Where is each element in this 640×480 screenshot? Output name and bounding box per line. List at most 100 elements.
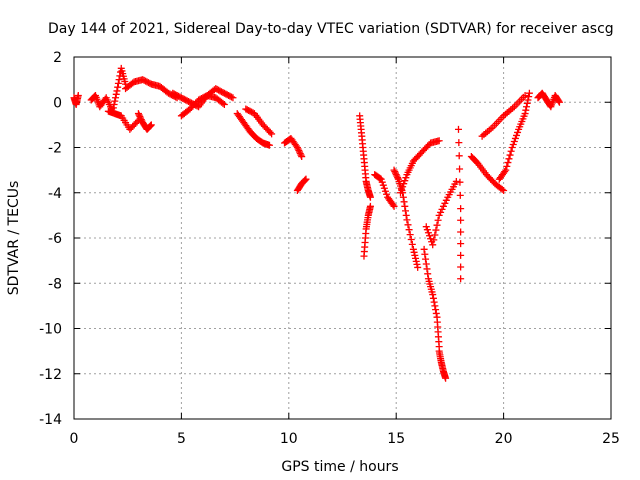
series-sat-w	[478, 91, 529, 140]
data-point	[136, 113, 144, 121]
data-point	[525, 89, 533, 97]
data-point	[430, 236, 438, 244]
data-point	[523, 99, 531, 107]
data-point	[422, 260, 430, 268]
data-point	[420, 245, 428, 253]
data-point	[413, 260, 421, 268]
data-point	[402, 174, 410, 182]
data-point	[429, 291, 437, 299]
data-point	[301, 177, 309, 185]
data-point	[407, 236, 415, 244]
data-point	[430, 298, 438, 306]
data-point	[110, 101, 118, 109]
data-point	[302, 175, 310, 183]
data-point	[266, 128, 274, 136]
data-point	[400, 198, 408, 206]
data-point	[74, 91, 82, 99]
data-point	[507, 147, 515, 155]
data-point	[505, 155, 513, 163]
data-point	[414, 263, 422, 271]
data-point	[146, 122, 154, 130]
data-point	[389, 201, 397, 209]
data-point	[390, 202, 398, 210]
series-sat-h	[233, 110, 273, 149]
series-sat-x	[534, 89, 563, 111]
y-tick-label: 0	[53, 95, 62, 111]
data-point	[498, 185, 506, 193]
data-point	[114, 83, 122, 91]
data-point	[431, 302, 439, 310]
data-point	[524, 96, 532, 104]
y-tick-label: -4	[48, 186, 62, 202]
data-point	[219, 99, 227, 107]
data-point	[399, 183, 407, 191]
data-point	[424, 229, 432, 237]
series-sat-m	[360, 202, 374, 260]
series-sat-d	[122, 76, 181, 102]
data-point	[432, 306, 440, 314]
data-point	[454, 125, 462, 133]
y-tick-label: -6	[48, 231, 62, 247]
data-point	[268, 130, 276, 138]
data-point	[504, 159, 512, 167]
data-point	[410, 248, 418, 256]
data-point	[452, 177, 460, 185]
data-point	[502, 166, 510, 174]
data-point	[379, 181, 387, 189]
data-point	[442, 374, 450, 382]
y-axis-label: SDTVAR / TECUs	[6, 181, 22, 296]
x-tick-label: 0	[70, 431, 79, 447]
data-point	[114, 79, 122, 87]
data-point	[394, 174, 402, 182]
data-point	[456, 178, 464, 186]
x-axis-label: GPS time / hours	[281, 459, 398, 475]
data-point	[457, 251, 465, 259]
data-point	[112, 94, 120, 102]
data-point	[135, 111, 143, 119]
data-point	[380, 184, 388, 192]
data-point	[508, 144, 516, 151]
data-point	[383, 190, 391, 198]
series-sat-c	[104, 107, 142, 133]
data-point	[434, 216, 442, 224]
data-point	[133, 118, 141, 126]
data-point	[435, 211, 443, 219]
data-point	[521, 91, 529, 99]
data-point	[229, 94, 237, 102]
data-point	[402, 207, 410, 215]
data-point	[456, 191, 464, 199]
series-sat-k	[293, 175, 310, 194]
series-sat-l	[356, 112, 374, 201]
data-point	[409, 245, 417, 253]
y-tick-label: -12	[39, 367, 62, 383]
data-point	[112, 90, 120, 98]
data-point	[402, 211, 410, 219]
data-point	[113, 87, 121, 95]
data-point	[522, 106, 530, 114]
data-point	[392, 171, 400, 179]
data-point	[456, 165, 464, 173]
data-point	[115, 76, 123, 84]
series-sat-i	[242, 105, 276, 138]
series-sat-o	[390, 166, 422, 271]
data-point	[423, 226, 431, 234]
data-point	[228, 93, 236, 101]
y-tick-label: -14	[39, 412, 62, 428]
data-point	[147, 121, 155, 129]
data-point	[399, 193, 407, 201]
data-point	[377, 175, 385, 183]
x-tick-label: 10	[280, 431, 298, 447]
data-point	[425, 232, 433, 240]
data-point	[523, 103, 531, 111]
data-point	[457, 228, 465, 236]
data-point	[134, 110, 142, 118]
x-tick-label: 15	[387, 431, 405, 447]
data-point	[396, 189, 404, 197]
data-point	[422, 255, 430, 263]
data-point	[391, 169, 399, 177]
data-point	[429, 241, 437, 249]
data-point	[381, 187, 389, 195]
y-tick-label: -2	[48, 141, 62, 157]
